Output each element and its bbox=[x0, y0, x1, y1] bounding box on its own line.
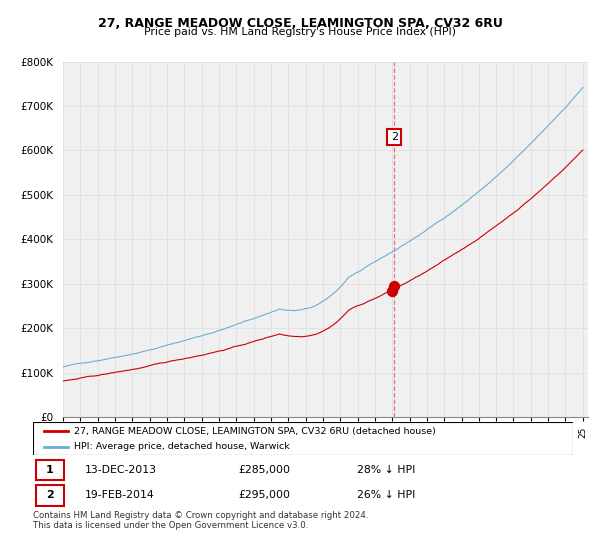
Text: 27, RANGE MEADOW CLOSE, LEAMINGTON SPA, CV32 6RU (detached house): 27, RANGE MEADOW CLOSE, LEAMINGTON SPA, … bbox=[74, 427, 436, 436]
Text: 1: 1 bbox=[46, 465, 53, 475]
Text: 2: 2 bbox=[391, 132, 398, 142]
Point bbox=[389, 282, 399, 291]
Point bbox=[387, 286, 397, 295]
Text: 26% ↓ HPI: 26% ↓ HPI bbox=[357, 490, 415, 500]
Text: 2: 2 bbox=[46, 490, 53, 500]
Text: HPI: Average price, detached house, Warwick: HPI: Average price, detached house, Warw… bbox=[74, 442, 289, 451]
Text: £285,000: £285,000 bbox=[238, 465, 290, 475]
Text: 27, RANGE MEADOW CLOSE, LEAMINGTON SPA, CV32 6RU: 27, RANGE MEADOW CLOSE, LEAMINGTON SPA, … bbox=[98, 17, 502, 30]
Text: 19-FEB-2014: 19-FEB-2014 bbox=[84, 490, 154, 500]
Bar bbox=[36, 460, 64, 480]
Text: Contains HM Land Registry data © Crown copyright and database right 2024.
This d: Contains HM Land Registry data © Crown c… bbox=[33, 511, 368, 530]
Text: 28% ↓ HPI: 28% ↓ HPI bbox=[357, 465, 415, 475]
Bar bbox=[36, 485, 64, 506]
Text: £295,000: £295,000 bbox=[238, 490, 290, 500]
Text: 13-DEC-2013: 13-DEC-2013 bbox=[84, 465, 156, 475]
Text: Price paid vs. HM Land Registry's House Price Index (HPI): Price paid vs. HM Land Registry's House … bbox=[144, 27, 456, 37]
